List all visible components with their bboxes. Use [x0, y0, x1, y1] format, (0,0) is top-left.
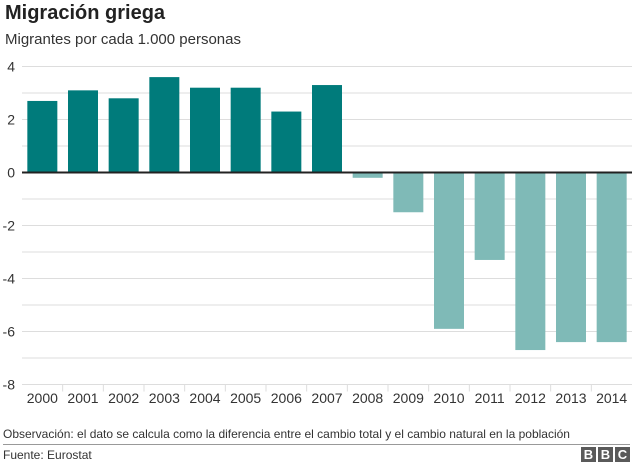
- x-tick-label: 2005: [230, 390, 261, 406]
- x-tick-label: 2001: [67, 390, 98, 406]
- divider: [3, 444, 630, 445]
- chart-subtitle: Migrantes por cada 1.000 personas: [5, 31, 241, 48]
- plot-area: 4 2 0 -2 -4 -6 -8 2000 2001 2002 2003 2004 2005 2006 2…: [3, 59, 632, 406]
- bar-2003: [149, 77, 180, 173]
- chart-source: Fuente: Eurostat: [3, 448, 92, 462]
- bar-2004: [190, 87, 220, 173]
- bar-2011: [474, 172, 505, 260]
- y-tick-label: -6: [3, 324, 16, 340]
- bar-2008: [352, 172, 383, 178]
- logo-letter: B: [581, 447, 596, 462]
- bar-2006: [271, 111, 302, 173]
- x-tick-label: 2012: [515, 390, 546, 406]
- x-tick-label: 2004: [189, 390, 220, 406]
- bar-2013: [556, 172, 586, 343]
- bar-2005: [230, 87, 261, 173]
- bar-2014: [596, 172, 627, 343]
- x-tick-label: 2010: [433, 390, 464, 406]
- x-tick-label: 2003: [149, 390, 180, 406]
- bar-2001: [68, 90, 98, 173]
- y-tick-label: 2: [7, 112, 15, 128]
- bar-2002: [108, 98, 139, 173]
- x-tick-label: 2014: [596, 390, 627, 406]
- x-tick-label: 2011: [475, 390, 505, 406]
- y-tick-label: 4: [7, 59, 15, 75]
- bar-2012: [515, 172, 546, 351]
- y-tick-label: -2: [3, 218, 16, 234]
- bar-2007: [312, 85, 342, 173]
- logo-letter: C: [615, 447, 630, 462]
- chart-note: Observación: el dato se calcula como la …: [3, 427, 570, 441]
- bar-2009: [393, 172, 424, 213]
- x-tick-label: 2006: [271, 390, 302, 406]
- y-tick-label: -4: [3, 271, 16, 287]
- y-tick-label: -8: [3, 377, 16, 393]
- bar-2000: [27, 100, 58, 173]
- x-tick-label: 2002: [108, 390, 139, 406]
- x-tick-label: 2009: [393, 390, 424, 406]
- y-tick-label: 0: [7, 165, 15, 181]
- x-tick-label: 2000: [27, 390, 58, 406]
- x-tick-label: 2008: [352, 390, 383, 406]
- chart-title: Migración griega: [5, 2, 166, 24]
- bbc-logo: B B C: [581, 447, 630, 462]
- logo-letter: B: [598, 447, 613, 462]
- x-tick-label: 2013: [555, 390, 586, 406]
- bar-2010: [434, 172, 464, 329]
- x-tick-label: 2007: [311, 390, 342, 406]
